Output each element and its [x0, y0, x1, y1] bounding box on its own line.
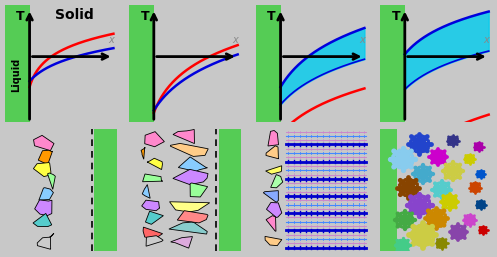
Polygon shape — [170, 236, 192, 248]
Bar — [129, 5, 154, 122]
Polygon shape — [190, 183, 208, 197]
Polygon shape — [266, 203, 282, 217]
Text: x: x — [484, 35, 490, 45]
Polygon shape — [266, 216, 276, 231]
Polygon shape — [173, 169, 208, 185]
Bar — [256, 5, 281, 122]
Polygon shape — [170, 143, 208, 157]
Polygon shape — [177, 211, 208, 223]
Polygon shape — [143, 227, 163, 238]
Polygon shape — [173, 130, 194, 144]
Polygon shape — [38, 150, 53, 165]
Bar — [94, 128, 117, 251]
Polygon shape — [147, 158, 163, 170]
Polygon shape — [39, 188, 53, 200]
Polygon shape — [34, 135, 54, 151]
Polygon shape — [146, 211, 164, 224]
Polygon shape — [49, 233, 54, 238]
Polygon shape — [145, 132, 165, 147]
Polygon shape — [142, 200, 160, 211]
Polygon shape — [265, 166, 282, 174]
Polygon shape — [268, 131, 278, 146]
Polygon shape — [143, 174, 163, 182]
Polygon shape — [33, 162, 51, 177]
Polygon shape — [169, 202, 210, 212]
Bar — [5, 5, 30, 122]
Polygon shape — [142, 185, 150, 198]
Polygon shape — [263, 191, 278, 202]
Polygon shape — [266, 146, 278, 159]
Text: T: T — [16, 10, 25, 23]
Text: x: x — [359, 35, 365, 45]
Text: Solid: Solid — [55, 8, 94, 22]
Polygon shape — [33, 213, 52, 227]
Text: T: T — [392, 10, 400, 23]
Bar — [380, 5, 405, 122]
Text: T: T — [141, 10, 149, 23]
Polygon shape — [178, 157, 208, 171]
Bar — [380, 128, 397, 251]
Polygon shape — [37, 237, 51, 249]
Polygon shape — [141, 147, 145, 159]
Text: x: x — [233, 35, 239, 45]
Polygon shape — [146, 236, 163, 246]
Text: T: T — [267, 10, 276, 23]
Polygon shape — [265, 236, 282, 246]
Text: x: x — [108, 35, 114, 45]
Text: Liquid: Liquid — [11, 58, 21, 93]
Polygon shape — [271, 175, 283, 188]
Polygon shape — [169, 222, 207, 234]
Bar — [219, 128, 241, 251]
Polygon shape — [35, 200, 52, 216]
Polygon shape — [48, 173, 55, 189]
